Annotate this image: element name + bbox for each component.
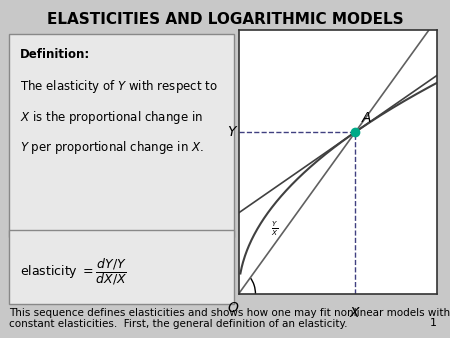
Text: Definition:: Definition:: [20, 48, 90, 61]
Text: elasticity $= \dfrac{d\mathit{Y}/\mathit{Y}}{d\mathit{X}/\mathit{X}}$: elasticity $= \dfrac{d\mathit{Y}/\mathit…: [20, 256, 127, 287]
Text: $\mathit{A}$: $\mathit{A}$: [361, 111, 372, 125]
Text: $\mathit{X}$ is the proportional change in: $\mathit{X}$ is the proportional change …: [20, 109, 203, 126]
Text: The elasticity of $\mathit{Y}$ with respect to: The elasticity of $\mathit{Y}$ with resp…: [20, 78, 218, 95]
Text: $\mathit{Y}$: $\mathit{Y}$: [227, 125, 238, 139]
Text: 1: 1: [429, 318, 436, 328]
FancyBboxPatch shape: [9, 34, 234, 237]
Text: $\mathit{Y}$ per proportional change in $\mathit{X}$.: $\mathit{Y}$ per proportional change in …: [20, 139, 204, 156]
Text: This sequence defines elasticities and shows how one may fit nonlinear models wi: This sequence defines elasticities and s…: [9, 308, 450, 329]
Text: $\mathit{X}$: $\mathit{X}$: [349, 306, 362, 320]
FancyBboxPatch shape: [9, 230, 234, 304]
Text: ELASTICITIES AND LOGARITHMIC MODELS: ELASTICITIES AND LOGARITHMIC MODELS: [47, 12, 403, 27]
Text: $\frac{\mathit{Y}}{\mathit{X}}$: $\frac{\mathit{Y}}{\mathit{X}}$: [270, 220, 278, 238]
Text: $\mathit{O}$: $\mathit{O}$: [227, 300, 239, 315]
